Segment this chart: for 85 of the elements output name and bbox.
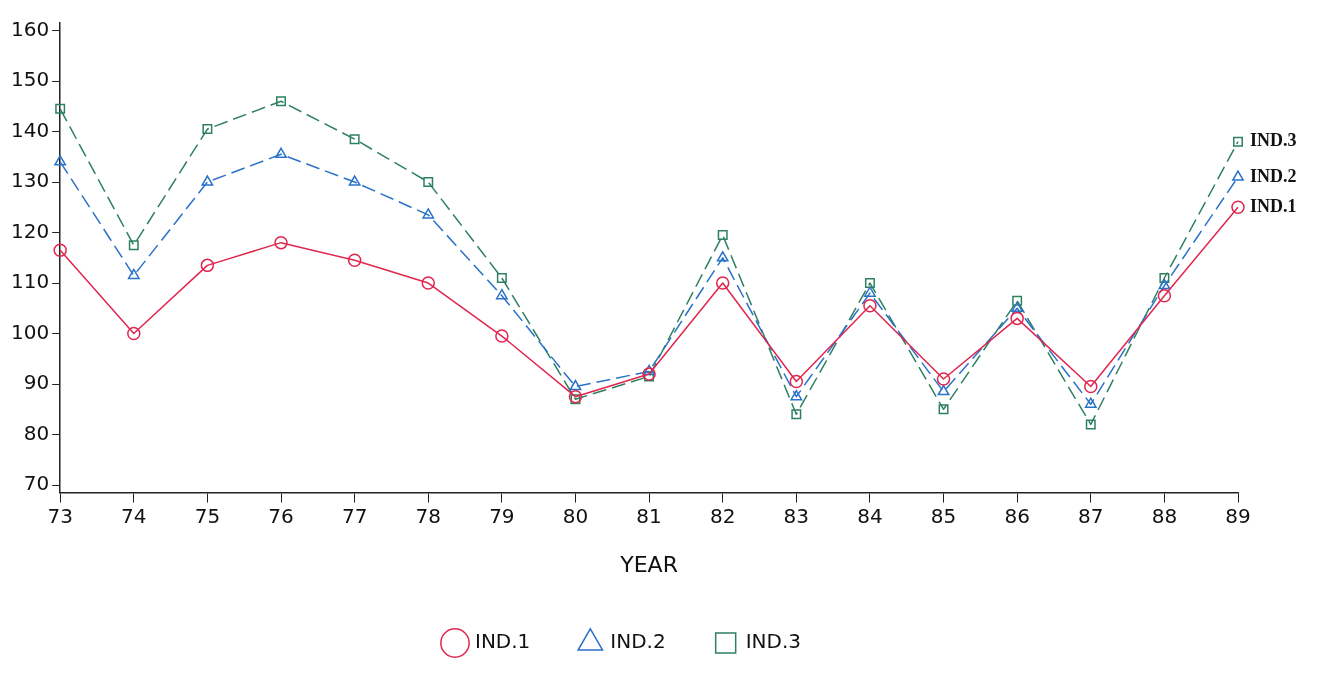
point xyxy=(790,389,803,401)
point xyxy=(1084,397,1097,408)
point xyxy=(1012,295,1023,306)
legend-label: IND.1 xyxy=(474,629,531,654)
point xyxy=(936,372,951,386)
point xyxy=(1233,136,1243,147)
point xyxy=(421,276,435,290)
point xyxy=(863,299,877,313)
point xyxy=(202,124,213,135)
point xyxy=(938,404,949,415)
y-tick-label: 150 xyxy=(10,67,50,92)
point xyxy=(570,394,581,405)
x-tick-label: 73 xyxy=(47,503,73,528)
point xyxy=(1158,278,1171,290)
point xyxy=(200,258,215,273)
point xyxy=(717,230,728,241)
y-tick-label: 140 xyxy=(10,117,50,142)
x-tick-label: 79 xyxy=(489,503,515,528)
x-tick-label: 75 xyxy=(194,503,221,528)
point xyxy=(789,374,804,389)
x-tick-label: 86 xyxy=(1004,503,1030,528)
text: IND.3 xyxy=(1250,130,1297,151)
point xyxy=(716,251,729,262)
point xyxy=(422,208,435,219)
x-tick-label: 89 xyxy=(1225,503,1251,528)
point xyxy=(127,268,140,280)
point xyxy=(791,409,802,420)
point xyxy=(1231,200,1245,215)
point xyxy=(128,240,139,251)
x-axis-title: YEAR xyxy=(619,551,678,577)
y-tick-label: 120 xyxy=(10,218,50,243)
point xyxy=(1011,301,1024,313)
x-tick-label: 81 xyxy=(636,503,662,528)
text: IND.2 xyxy=(1250,165,1297,186)
x-tick-label: 76 xyxy=(268,503,294,528)
x-tick-label: 88 xyxy=(1151,503,1178,528)
y-tick-label: 130 xyxy=(10,168,50,193)
point xyxy=(347,253,362,268)
x-tick-label: 77 xyxy=(341,503,368,528)
point xyxy=(1232,170,1244,181)
point xyxy=(644,371,655,382)
y-tick-label: 80 xyxy=(23,420,50,445)
point xyxy=(1157,288,1172,303)
x-tick-label: 84 xyxy=(857,503,883,528)
x-tick-label: 85 xyxy=(930,503,957,528)
x-tick-label: 80 xyxy=(562,503,589,528)
y-tick-label: 90 xyxy=(23,370,50,395)
point xyxy=(1159,273,1170,283)
point xyxy=(937,384,950,396)
x-tick-label: 78 xyxy=(415,503,441,528)
point xyxy=(274,235,288,250)
y-tick-label: 100 xyxy=(10,319,50,344)
point xyxy=(568,389,583,404)
point xyxy=(715,276,730,290)
y-tick-label: 70 xyxy=(23,471,50,496)
x-tick-label: 82 xyxy=(709,503,736,528)
y-tick-label: 160 xyxy=(10,16,50,41)
point xyxy=(495,329,509,343)
point xyxy=(54,155,67,166)
x-tick-label: 87 xyxy=(1078,503,1104,528)
point xyxy=(349,134,360,145)
point xyxy=(864,278,875,289)
point xyxy=(642,367,656,381)
point xyxy=(569,379,582,391)
point xyxy=(495,288,508,300)
text: IND.1 xyxy=(1250,195,1297,216)
point xyxy=(1084,379,1098,394)
point xyxy=(276,96,287,107)
point xyxy=(53,243,67,257)
point xyxy=(348,175,361,186)
point xyxy=(201,175,214,186)
point xyxy=(1010,311,1024,326)
point xyxy=(127,326,141,341)
point xyxy=(643,364,656,376)
y-tick-label: 110 xyxy=(10,269,50,294)
x-tick-label: 83 xyxy=(783,503,810,528)
point xyxy=(275,147,287,159)
legend-label: IND.2 xyxy=(610,629,666,654)
legend-label: IND.3 xyxy=(745,629,802,654)
point xyxy=(496,273,507,283)
point xyxy=(863,286,876,297)
point xyxy=(423,177,434,188)
x-tick-label: 74 xyxy=(121,503,147,528)
point xyxy=(55,103,66,114)
point xyxy=(1085,419,1096,430)
